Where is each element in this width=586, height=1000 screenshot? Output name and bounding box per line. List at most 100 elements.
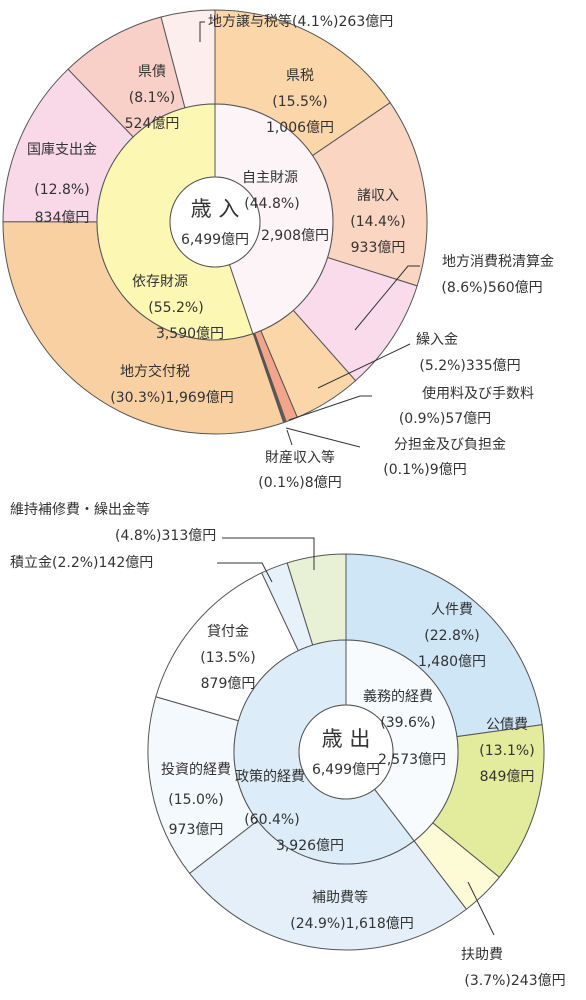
slice-label: 公債費 — [486, 717, 528, 733]
category-label: 分担金及び負担金 — [394, 437, 506, 453]
slice-label: 国庫支出金 — [27, 141, 97, 158]
leader-line — [222, 537, 315, 570]
slice-label: (0.9%)57億円 — [399, 411, 491, 427]
category-label: 財産収入等 — [265, 449, 335, 466]
percent-label: (44.8%) — [244, 196, 299, 212]
percent-label: (0.1%) — [383, 462, 430, 478]
category-label: 繰入金 — [416, 332, 458, 348]
percent-label: (0.9%) — [399, 411, 446, 427]
slice-label: (44.8%) — [244, 196, 299, 212]
percent-label: (0.1%) — [258, 475, 305, 491]
amount-label: 1,006億円 — [266, 120, 334, 136]
slice-label: 維持補修費・繰出金等 — [10, 501, 150, 518]
slice-label: (14.4%) — [350, 214, 405, 230]
amount-label: 1,969億円 — [166, 390, 234, 406]
percent-label: (12.8%) — [34, 182, 89, 198]
slice-label: 849億円 — [480, 769, 535, 785]
slice-label: 投資的経費 — [161, 762, 231, 778]
category-label: 依存財源 — [132, 274, 188, 290]
slice-label: 1,480億円 — [418, 654, 486, 670]
leader-line — [317, 343, 411, 389]
percent-label: (60.4%) — [244, 812, 299, 828]
category-label: 積立金 — [10, 555, 52, 571]
center-hole — [298, 704, 394, 800]
percent-label: (5.2%) — [419, 358, 466, 374]
amount-label: 2,908億円 — [261, 228, 329, 244]
percent-label: (15.5%) — [272, 94, 327, 110]
category-label: 地方消費税清算金 — [442, 254, 554, 270]
slice-label: 補助費等 — [312, 889, 368, 906]
slice-label: 人件費 — [431, 602, 473, 618]
slice-label: 政策的経費 — [235, 768, 305, 785]
percent-label: (4.8%) — [115, 528, 162, 544]
slice-label: 諸収入 — [357, 188, 399, 204]
slice-label: 県債 — [138, 64, 166, 80]
category-label: 投資的経費 — [161, 762, 231, 778]
amount-label: 57億円 — [445, 411, 491, 427]
category-label: 自主財源 — [242, 170, 298, 186]
leader-line — [286, 429, 293, 446]
percent-label: (2.2%) — [52, 555, 99, 571]
category-label: 補助費等 — [312, 889, 368, 906]
slice-label: 3,590億円 — [156, 326, 224, 342]
slice-label: 2,573億円 — [378, 752, 446, 768]
percent-label: (13.5%) — [200, 650, 255, 666]
center-total: 6,499億円 — [181, 232, 249, 248]
slice-label: (22.8%) — [424, 628, 479, 644]
amount-label: 9億円 — [430, 462, 467, 478]
slice-label: (30.3%)1,969億円 — [110, 390, 234, 406]
slice-label: 財産収入等 — [265, 449, 335, 466]
amount-label: 142億円 — [99, 555, 154, 571]
percent-label: (8.1%) — [129, 90, 176, 106]
slice-label: 973億円 — [169, 822, 224, 838]
percent-label: (22.8%) — [424, 628, 479, 644]
slice-label: 地方消費税清算金 — [442, 254, 554, 270]
category-label: 諸収入 — [357, 188, 399, 204]
slice-label: 義務的経費 — [363, 688, 433, 705]
slice-label: (13.5%) — [200, 650, 255, 666]
slice-label: 834億円 — [35, 210, 90, 226]
slice-label: (13.1%) — [479, 743, 534, 759]
amount-label: 879億円 — [201, 676, 256, 692]
slice-label: (8.6%)560億円 — [441, 280, 542, 296]
percent-label: (4.1%) — [292, 14, 339, 30]
leader-line — [199, 21, 205, 42]
amount-label: 2,573億円 — [378, 752, 446, 768]
category-label: 貸付金 — [207, 624, 249, 640]
slice-label: (8.1%) — [129, 90, 176, 106]
slice-label: (12.8%) — [34, 182, 89, 198]
category-label: 県税 — [286, 68, 314, 84]
amount-label: 263億円 — [339, 14, 394, 30]
slice-label: (3.7%)243億円 — [464, 973, 565, 989]
slice-label: (0.1%)9億円 — [383, 462, 466, 478]
center-total: 6,499億円 — [312, 762, 380, 778]
category-label: 維持補修費・繰出金等 — [10, 501, 150, 518]
slice-label: 積立金(2.2%)142億円 — [10, 555, 153, 571]
slice-label: 地方交付税 — [120, 363, 190, 380]
slice-label: 貸付金 — [207, 624, 249, 640]
leader-line — [354, 265, 420, 331]
slice-label: 1,006億円 — [266, 120, 334, 136]
slice-label: (15.5%) — [272, 94, 327, 110]
percent-label: (55.2%) — [148, 300, 203, 316]
percent-label: (30.3%) — [110, 390, 165, 406]
slice-label: 地方譲与税等(4.1%)263億円 — [208, 13, 393, 30]
slice-label: 3,926億円 — [276, 838, 344, 854]
category-label: 地方交付税 — [120, 363, 190, 380]
percent-label: (39.6%) — [380, 715, 435, 731]
slice-label: 2,908億円 — [261, 228, 329, 244]
slice-label: (24.9%)1,618億円 — [290, 916, 414, 932]
center-title: 歳 出 — [322, 727, 371, 751]
center-hole — [169, 176, 261, 268]
slice-label: (0.1%)8億円 — [258, 475, 341, 491]
amount-label: 3,926億円 — [276, 838, 344, 854]
amount-label: 834億円 — [35, 210, 90, 226]
amount-label: 8億円 — [305, 475, 342, 491]
category-label: 義務的経費 — [363, 688, 433, 705]
slice-label: (15.0%) — [168, 792, 223, 808]
category-label: 公債費 — [486, 717, 528, 733]
slice-label: 分担金及び負担金 — [394, 437, 506, 453]
amount-label: 1,618億円 — [346, 916, 414, 932]
